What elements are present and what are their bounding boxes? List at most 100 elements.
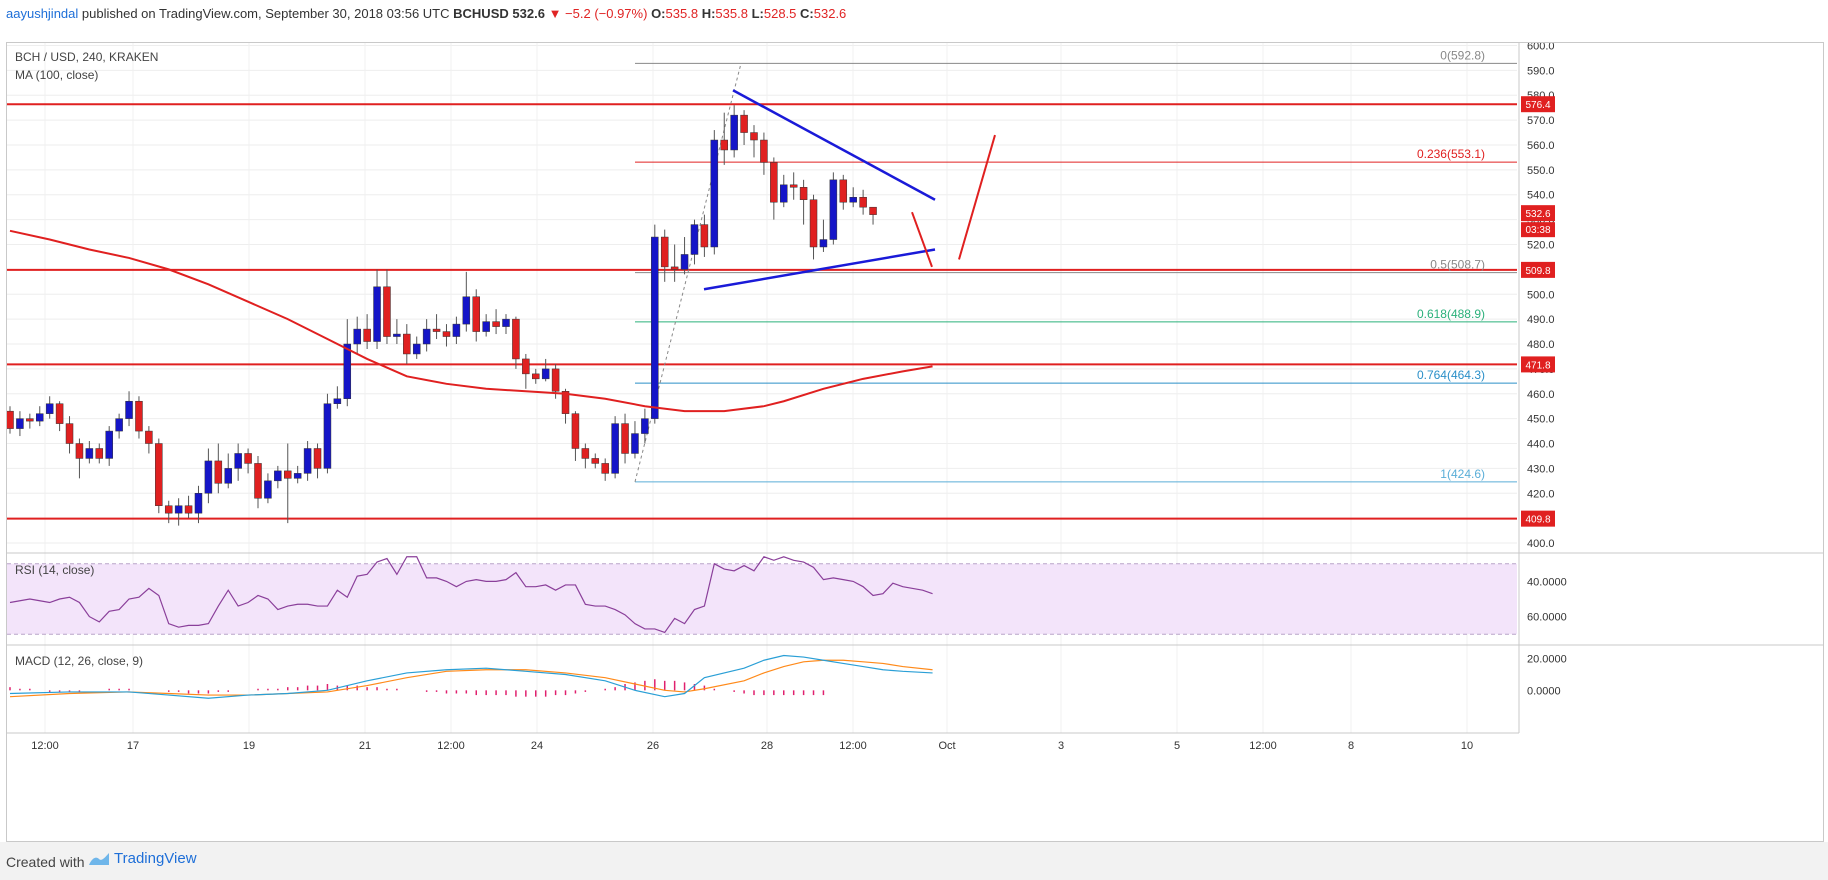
candle [323, 403, 332, 469]
time-tick: 12:00 [31, 740, 59, 752]
level-price-box [1521, 356, 1555, 373]
rsi-legend: RSI (14, close) [15, 563, 94, 577]
macd-pane: 20.0000 0.0000 [7, 644, 1823, 699]
drawings [703, 89, 996, 291]
candle [333, 398, 342, 404]
candle [393, 333, 401, 337]
fib-label: 1(424.6) [1440, 467, 1485, 481]
time-tick: 24 [531, 740, 543, 752]
candle [700, 224, 709, 248]
candle [383, 286, 391, 337]
candle [780, 184, 788, 203]
author-link[interactable]: aayushjindal [6, 6, 79, 21]
time-axis: 12:00 17 19 21 12:00 24 26 28 12:00 Oct 3 5 12:00 8 10 [7, 732, 1519, 752]
candle [55, 403, 64, 424]
time-tick: 3 [1058, 740, 1064, 752]
tradingview-logo-icon [89, 853, 109, 866]
candle [26, 418, 34, 422]
candle [403, 333, 411, 355]
candle [730, 114, 738, 151]
upper-trend-line [732, 89, 936, 201]
candle [710, 139, 719, 248]
candle [422, 328, 431, 345]
candle [155, 443, 163, 506]
candle [164, 505, 173, 514]
macd-tick: 20.0000 [1527, 654, 1567, 666]
level-price-label: 576.4 [1525, 100, 1550, 111]
candle [95, 448, 104, 459]
price-tick: 480.0 [1527, 339, 1555, 351]
candle [660, 236, 669, 268]
candle [472, 296, 480, 332]
macd-legend: MACD (12, 26, close, 9) [15, 654, 143, 668]
close-value: 532.6 [813, 6, 847, 21]
created-with-label: Created with [6, 854, 85, 870]
candle [343, 343, 352, 399]
rsi-line [9, 556, 933, 634]
level-price-box [1521, 510, 1555, 527]
candle [690, 224, 699, 255]
candle [611, 423, 619, 474]
candle [740, 114, 748, 133]
tradingview-link[interactable]: TradingView [88, 850, 197, 867]
price-tick: 490.0 [1527, 314, 1555, 326]
price-tick: 570.0 [1527, 115, 1555, 127]
candle [6, 410, 14, 429]
candle [532, 373, 540, 380]
candle [492, 321, 500, 327]
candle [502, 318, 510, 327]
candle [442, 331, 451, 337]
candle [571, 413, 580, 449]
candle [125, 400, 133, 419]
candle [65, 423, 74, 444]
candle [641, 418, 649, 434]
candle [363, 328, 371, 342]
candle [184, 505, 193, 514]
candle [234, 453, 242, 469]
candle [829, 179, 838, 240]
fib-label: 0(592.8) [1440, 48, 1485, 62]
candle [849, 196, 857, 203]
fib-label: 0.764(464.3) [1417, 368, 1485, 382]
rsi-pane: 40.0000 60.0000 [7, 552, 1823, 635]
candle [680, 254, 689, 270]
time-tick: 28 [761, 740, 773, 752]
candle [651, 236, 659, 419]
candle [204, 460, 213, 494]
candle [16, 418, 24, 429]
candle [591, 458, 600, 464]
candle [313, 448, 322, 469]
time-tick: 10 [1461, 740, 1473, 752]
candle [551, 368, 560, 392]
candle [770, 162, 778, 203]
price-tick: 440.0 [1527, 439, 1555, 451]
countdown-label: 03:38 [1525, 225, 1550, 236]
candle [303, 448, 312, 474]
chart-canvas[interactable]: 0(592.8) 0.236(553.1) 0.5(508.7) 0.618(488.… [6, 40, 1823, 841]
candle [145, 430, 153, 444]
candle [85, 448, 94, 459]
candle [512, 318, 520, 360]
lower-trend-line [703, 248, 936, 291]
fib-retracement: 0(592.8) 0.236(553.1) 0.5(508.7) 0.618(488.… [634, 48, 1517, 483]
price-axis: 400.0410.0420.0430.0440.0450.0460.0470.0… [1518, 40, 1555, 733]
time-tick: Oct [938, 740, 955, 752]
candle [809, 199, 818, 248]
candle [621, 423, 629, 454]
candle [194, 493, 203, 514]
candle [670, 266, 679, 270]
candle [293, 473, 302, 479]
candle [541, 368, 550, 380]
open-value: 535.8 [665, 6, 699, 21]
chart-frame[interactable]: 0(592.8) 0.236(553.1) 0.5(508.7) 0.618(488.… [6, 40, 1824, 842]
price-tick: 420.0 [1527, 488, 1555, 500]
price-tick: 500.0 [1527, 289, 1555, 301]
candle [45, 403, 54, 414]
candle [254, 463, 262, 499]
projection-up-line [958, 134, 996, 260]
price-tick: 560.0 [1527, 140, 1555, 152]
candle [462, 296, 471, 325]
candle [174, 505, 183, 514]
candle [839, 179, 848, 203]
ma-legend: MA (100, close) [15, 68, 98, 82]
